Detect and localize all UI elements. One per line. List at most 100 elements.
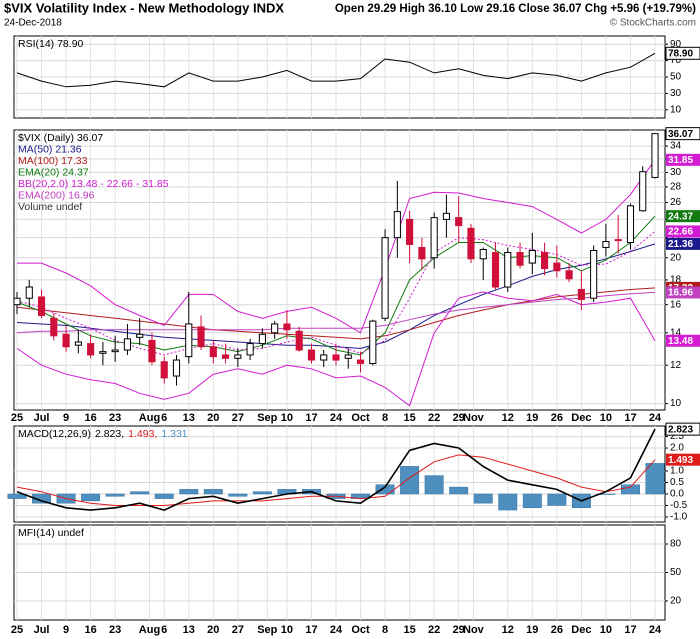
candle-body — [553, 262, 561, 272]
candle-body — [455, 217, 463, 227]
y-tick-label: 10 — [670, 398, 682, 409]
candle-body — [332, 354, 340, 361]
candle-body — [87, 343, 95, 356]
histogram-bar — [154, 493, 174, 499]
value-box — [665, 127, 700, 141]
value-box-label: 24.37 — [668, 211, 693, 222]
x-tick-label: 27 — [232, 412, 244, 424]
legend-entry: 1.331 — [161, 428, 187, 440]
candle-body — [209, 346, 217, 358]
x-tick-label: 27 — [232, 624, 244, 636]
y-tick-label: 14 — [670, 327, 682, 338]
candle-body — [479, 248, 487, 260]
candle-body — [344, 354, 352, 359]
x-tick-label: 16 — [84, 412, 96, 424]
candle-body — [99, 351, 107, 354]
y-tick-label: 12 — [670, 360, 682, 371]
candle-body — [491, 252, 500, 288]
indicator-line — [17, 159, 656, 334]
candle-body — [467, 227, 475, 260]
x-tick-label: Oct — [351, 624, 370, 636]
x-tick-label: 8 — [382, 624, 388, 636]
y-tick-label: 0.0 — [670, 489, 684, 500]
candle-body — [74, 341, 82, 346]
histogram-bar — [203, 489, 223, 495]
histogram-bar — [228, 493, 248, 497]
value-box — [666, 286, 700, 299]
legend-entry: 2.823, — [95, 428, 124, 440]
histogram-bar — [81, 493, 101, 502]
histogram-bar — [522, 493, 542, 509]
x-tick-label: Nov — [463, 624, 485, 636]
series-line — [16, 52, 656, 88]
legend-entry: MA(100) 17.33 — [18, 155, 88, 167]
candle-body — [197, 326, 205, 348]
legend-entry: $VIX (Daily) 36.07 — [18, 132, 103, 144]
candle-body — [222, 354, 230, 359]
histogram-bar — [449, 486, 469, 495]
x-tick-label: Jul — [34, 412, 50, 424]
x-tick-label: 17 — [624, 412, 636, 424]
candle-body — [590, 249, 598, 299]
x-tick-label: 10 — [600, 412, 612, 424]
series-line — [16, 428, 656, 511]
candle-body — [185, 323, 193, 358]
y-tick-label: 1.0 — [670, 466, 684, 477]
histogram-bar — [596, 493, 616, 495]
value-box — [666, 225, 700, 238]
indicator-line — [16, 291, 656, 334]
y-tick-label: 22 — [670, 232, 682, 243]
candle-body — [430, 217, 438, 259]
x-tick-label: Aug — [139, 624, 160, 636]
x-tick-label: Oct — [351, 412, 370, 424]
x-tick-label: 26 — [551, 412, 563, 424]
candle-body — [381, 237, 389, 319]
histogram-bar — [32, 493, 51, 504]
histogram-bar — [621, 484, 640, 495]
y-tick-label: 16 — [670, 299, 682, 310]
x-tick-label: 6 — [161, 624, 167, 636]
x-tick-label: 29 — [453, 624, 465, 636]
candle-body — [295, 330, 303, 351]
candle-body — [393, 211, 401, 239]
indicator-line — [16, 291, 656, 407]
candle-body — [602, 241, 610, 248]
x-tick-label: 25 — [11, 624, 23, 636]
value-box-label: 2.823 — [668, 424, 693, 435]
value-box-label: 22.66 — [668, 227, 693, 238]
candle-body — [320, 354, 328, 361]
candle-body — [172, 359, 181, 377]
candle-body — [136, 333, 144, 338]
y-tick-label: 20 — [670, 596, 682, 607]
candle-body — [13, 297, 21, 306]
y-tick-label: 30 — [670, 88, 682, 99]
x-tick-label: 29 — [453, 412, 465, 424]
legend-entry: EMA(20) 24.37 — [18, 166, 89, 178]
x-tick-label: 19 — [526, 624, 538, 636]
candle-body — [614, 239, 622, 242]
histogram-bar — [105, 493, 125, 497]
indicator-line — [16, 287, 656, 340]
value-box-label: 78.90 — [668, 48, 693, 59]
x-tick-label: 26 — [551, 624, 563, 636]
x-tick-label: 17 — [305, 624, 317, 636]
candle-body — [651, 133, 659, 178]
y-tick-label: 2.0 — [670, 443, 684, 454]
histogram-bar — [400, 466, 420, 495]
y-tick-label: 10 — [670, 104, 682, 115]
x-tick-label: 22 — [428, 624, 440, 636]
x-tick-label: 23 — [109, 412, 121, 424]
chart-title: $VIX Volatility Index - New Methodology … — [4, 0, 284, 15]
value-box — [665, 422, 700, 436]
x-tick-label: Jul — [34, 624, 50, 636]
histogram-bar — [252, 491, 272, 495]
histogram-bar — [130, 491, 150, 495]
legend-entry: Volume undef — [18, 201, 82, 213]
value-box — [666, 237, 700, 250]
y-tick-label: 28 — [670, 182, 682, 193]
y-tick-label: 20 — [670, 252, 682, 263]
date: 24-Dec-2018 — [4, 18, 62, 29]
legend-entry: MA(50) 21.36 — [18, 143, 82, 155]
y-tick-label: 34 — [670, 141, 682, 152]
